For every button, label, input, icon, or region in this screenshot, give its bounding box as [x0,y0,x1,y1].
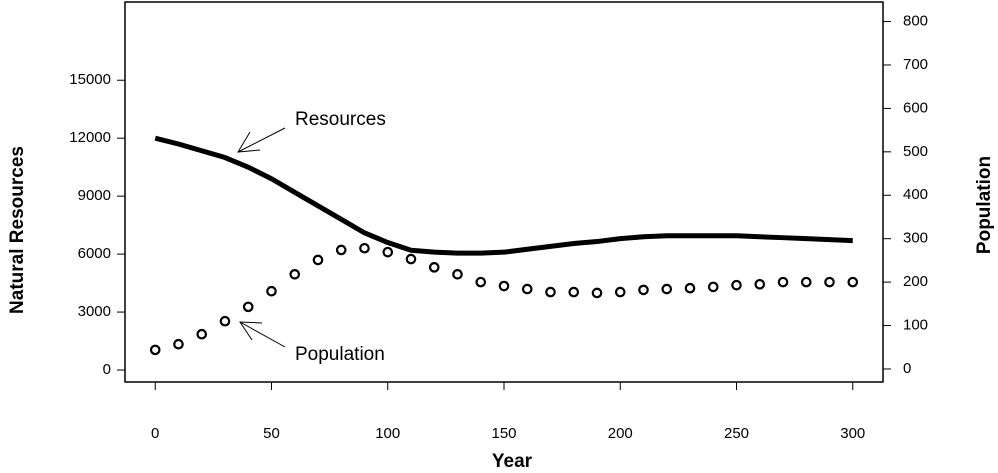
annotation: Resources [295,109,386,130]
data-point [266,285,277,297]
data-point [777,276,789,288]
plot-frame [124,1,884,383]
data-point [219,315,231,327]
data-point [568,286,580,298]
y2-tick-label: 700 [903,56,928,73]
data-point [312,254,324,266]
y-tick-label: 9000 [78,187,111,204]
y-tick-label: 12000 [69,129,111,146]
y-tick-label: 0 [103,361,111,378]
annotation-arrow [239,321,286,348]
data-point [405,253,417,265]
data-point [684,282,696,294]
y-axis-title: Natural Resources [7,146,28,314]
y-tick-label: 15000 [69,71,111,88]
data-point [800,276,812,288]
annotation-arrow [237,127,286,153]
data-point [754,278,766,290]
y-tick-label: 3000 [78,303,111,320]
data-point [359,242,370,254]
data-point [335,244,347,256]
data-point [614,286,626,298]
data-point [475,276,487,288]
x-tick-label: 50 [263,425,280,442]
x-tick-label: 300 [840,425,865,442]
data-point [196,328,208,340]
x-tick-label: 250 [724,425,749,442]
y2-tick-label: 400 [903,186,928,203]
data-point [707,281,719,293]
x-tick-label: 200 [608,425,633,442]
x-tick-label: 150 [491,425,516,442]
y2-axis-title: Population [974,156,995,254]
x-tick-label: 100 [375,425,400,442]
y2-tick-label: 600 [903,99,928,116]
data-point [242,301,254,313]
data-point [173,338,184,350]
data-point [289,268,301,280]
y2-tick-label: 300 [903,230,928,247]
data-point [824,276,835,288]
data-point [382,246,394,258]
x-tick-label: 0 [151,425,159,442]
data-point [731,279,742,291]
data-point [452,268,463,280]
data-point [638,284,649,296]
y2-tick-label: 800 [903,13,928,30]
y2-tick-label: 200 [903,273,928,290]
data-line [154,135,853,256]
data-point [521,283,533,295]
annotation: Population [295,344,385,365]
y2-tick-label: 500 [903,143,928,160]
data-point [428,262,440,273]
data-point [661,283,673,295]
data-point [545,286,556,298]
data-point [498,280,510,292]
data-point [591,287,603,299]
y2-tick-label: 0 [903,360,911,377]
data-point [847,276,859,288]
y-tick-label: 6000 [78,245,111,262]
x-axis-title: Year [492,451,533,472]
data-point [149,344,161,356]
y2-tick-label: 100 [903,317,928,334]
